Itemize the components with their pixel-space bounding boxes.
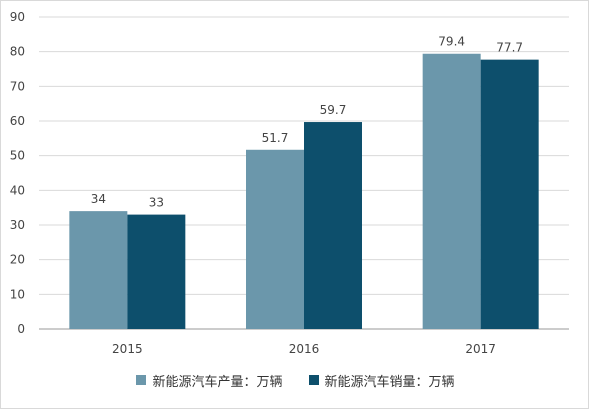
legend-item-production: 新能源汽车产量：万辆 xyxy=(136,371,283,390)
y-tick-label: 60 xyxy=(10,114,25,128)
data-label: 77.7 xyxy=(496,41,523,55)
legend: 新能源汽车产量：万辆 新能源汽车销量：万辆 xyxy=(1,365,589,395)
y-tick-label: 50 xyxy=(10,149,25,163)
legend-label-production: 新能源汽车产量：万辆 xyxy=(152,374,283,390)
data-label: 33 xyxy=(149,196,164,210)
y-tick-label: 0 xyxy=(17,322,25,336)
legend-item-sales: 新能源汽车销量：万辆 xyxy=(308,371,455,390)
y-tick-label: 30 xyxy=(10,218,25,232)
data-label: 34 xyxy=(91,192,106,206)
bar-sales-2016 xyxy=(304,122,362,329)
bar-sales-2015 xyxy=(127,214,186,329)
y-tick-label: 80 xyxy=(10,45,25,59)
data-label: 79.4 xyxy=(438,35,465,49)
bar-production-2016 xyxy=(246,149,304,329)
x-tick-label: 2017 xyxy=(465,342,496,356)
bar-production-2017 xyxy=(422,53,481,329)
y-tick-label: 10 xyxy=(10,287,25,301)
y-tick-label: 40 xyxy=(10,183,25,197)
bar-sales-2017 xyxy=(480,59,539,329)
y-tick-label: 70 xyxy=(10,79,25,93)
legend-swatch-production xyxy=(136,375,147,385)
legend-label-sales: 新能源汽车销量：万辆 xyxy=(324,374,455,390)
x-tick-label: 2015 xyxy=(112,342,143,356)
data-label: 59.7 xyxy=(320,103,347,117)
y-tick-label: 90 xyxy=(10,10,25,24)
bar-production-2015 xyxy=(69,211,128,329)
data-label: 51.7 xyxy=(262,131,289,145)
x-tick-label: 2016 xyxy=(289,342,320,356)
legend-swatch-sales xyxy=(308,375,319,385)
y-tick-label: 20 xyxy=(10,253,25,267)
